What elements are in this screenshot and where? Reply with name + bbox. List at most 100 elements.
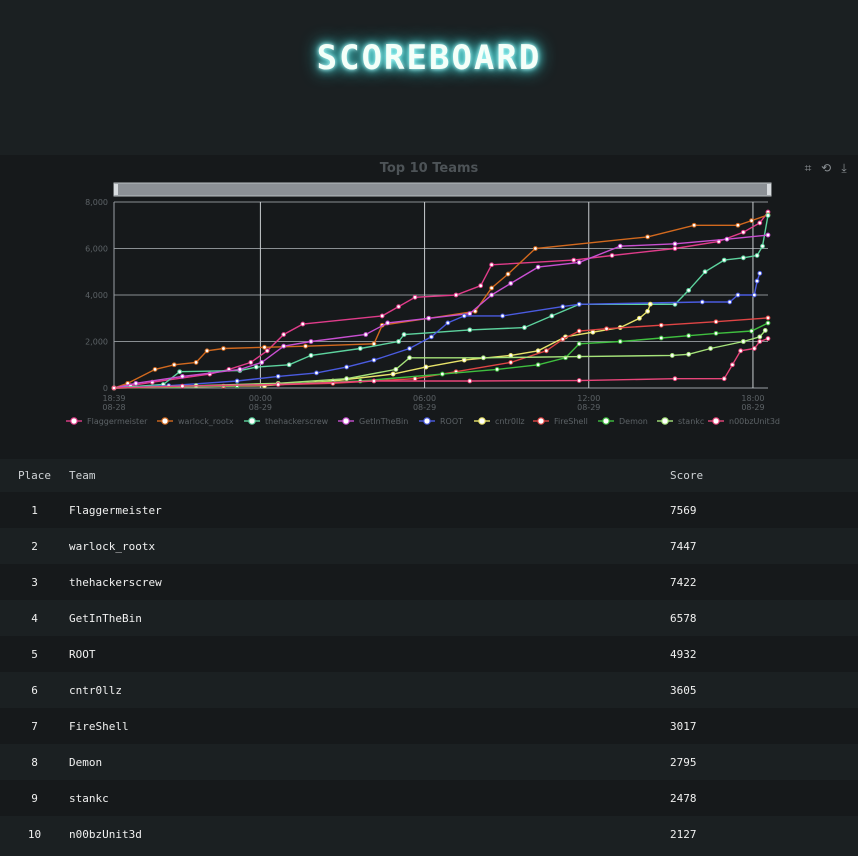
data-point (735, 292, 741, 298)
x-tick-date: 08-29 (249, 403, 272, 412)
data-point (237, 367, 243, 372)
data-point (489, 285, 495, 291)
score-cell: 3605 (670, 672, 858, 708)
zoom-slider-handle-right (767, 184, 771, 195)
data-point (754, 278, 760, 284)
team-cell[interactable]: GetInTheBin (69, 600, 670, 636)
header-place[interactable]: Place (0, 459, 69, 492)
data-point (281, 343, 287, 349)
data-point (111, 385, 117, 391)
team-cell[interactable]: stankc (69, 780, 670, 816)
y-tick-label: 6,000 (85, 245, 108, 254)
place-cell: 5 (0, 636, 69, 672)
place-cell: 6 (0, 672, 69, 708)
table-row[interactable]: 4 GetInTheBin 6578 (0, 600, 858, 636)
data-point (762, 327, 768, 333)
score-chart: Top 10 Teams02,0004,0006,0008,00018:3908… (66, 161, 780, 426)
place-cell: 9 (0, 780, 69, 816)
team-cell[interactable]: thehackerscrew (69, 564, 670, 600)
data-point (396, 339, 401, 344)
score-cell: 2478 (670, 780, 858, 816)
score-cell: 7447 (670, 528, 858, 564)
data-point (152, 367, 158, 372)
data-point (645, 234, 650, 240)
data-point (724, 236, 730, 242)
table-row[interactable]: 6 cntr0llz 3605 (0, 672, 858, 708)
x-tick-date: 08-29 (741, 403, 764, 412)
team-cell[interactable]: Demon (69, 744, 670, 780)
data-point (363, 332, 369, 337)
team-cell[interactable]: cntr0llz (69, 672, 670, 708)
data-point (735, 222, 741, 228)
table-row[interactable]: 7 FireShell 3017 (0, 708, 858, 744)
data-point (617, 243, 623, 249)
data-point (765, 232, 771, 238)
data-point (379, 313, 385, 319)
page-header: SCOREBOARD (0, 0, 858, 155)
data-point (344, 364, 349, 370)
data-point (658, 322, 664, 328)
data-point (344, 376, 349, 382)
team-cell[interactable]: n00bzUnit3d (69, 816, 670, 852)
header-team[interactable]: Team (69, 459, 670, 492)
zoom-icon[interactable]: ⌗ (804, 161, 812, 175)
download-icon[interactable]: ⤓ (841, 161, 847, 175)
data-point (275, 373, 281, 379)
data-point (576, 301, 582, 307)
legend-label: thehackerscrew (265, 417, 329, 426)
data-point (412, 376, 418, 382)
team-cell[interactable]: ROOT (69, 636, 670, 672)
legend-label: Demon (619, 417, 648, 426)
data-point (686, 333, 692, 339)
series-line (113, 214, 769, 389)
data-point (426, 315, 432, 321)
data-point (740, 229, 746, 235)
data-point (669, 353, 675, 358)
table-row[interactable]: 8 Demon 2795 (0, 744, 858, 780)
y-tick-label: 0 (103, 384, 108, 393)
data-point (445, 320, 451, 326)
legend-swatch-marker (661, 417, 669, 425)
data-point (300, 321, 306, 327)
team-cell[interactable]: Flaggermeister (69, 492, 670, 528)
data-point (740, 339, 746, 344)
data-point (180, 373, 185, 379)
place-cell: 1 (0, 492, 69, 528)
data-point (590, 329, 596, 335)
table-row[interactable]: 2 warlock_rootx 7447 (0, 528, 858, 564)
data-point (560, 304, 566, 310)
series-line (113, 211, 769, 389)
table-row[interactable]: 3 thehackerscrew 7422 (0, 564, 858, 600)
data-point (713, 330, 719, 336)
data-point (467, 378, 473, 384)
team-cell[interactable]: FireShell (69, 708, 670, 744)
chart-title: Top 10 Teams (380, 161, 479, 176)
table-row[interactable]: 10 n00bzUnit3d 2127 (0, 816, 858, 852)
legend-swatch-marker (342, 417, 350, 425)
data-point (489, 292, 495, 298)
data-point (749, 218, 754, 223)
data-point (393, 367, 399, 372)
table-row[interactable]: 9 stankc 2478 (0, 780, 858, 816)
data-point (204, 348, 210, 354)
place-cell: 4 (0, 600, 69, 636)
data-point (765, 320, 771, 326)
team-cell[interactable]: warlock_rootx (69, 528, 670, 564)
data-point (686, 351, 692, 357)
data-point (478, 283, 484, 289)
table-row[interactable]: 5 ROOT 4932 (0, 636, 858, 672)
data-point (303, 343, 308, 349)
data-point (576, 341, 582, 347)
data-point (494, 367, 500, 372)
legend-swatch-marker (478, 417, 486, 425)
data-point (535, 348, 541, 354)
table-row[interactable]: 1 Flaggermeister 7569 (0, 492, 858, 528)
legend-swatch-marker (161, 417, 169, 425)
x-tick-time: 12:00 (577, 394, 600, 403)
header-score[interactable]: Score (670, 459, 858, 492)
data-point (740, 255, 746, 261)
data-point (461, 357, 467, 363)
restore-icon[interactable]: ⟲ (820, 161, 832, 175)
data-point (738, 348, 744, 354)
data-point (757, 270, 763, 276)
